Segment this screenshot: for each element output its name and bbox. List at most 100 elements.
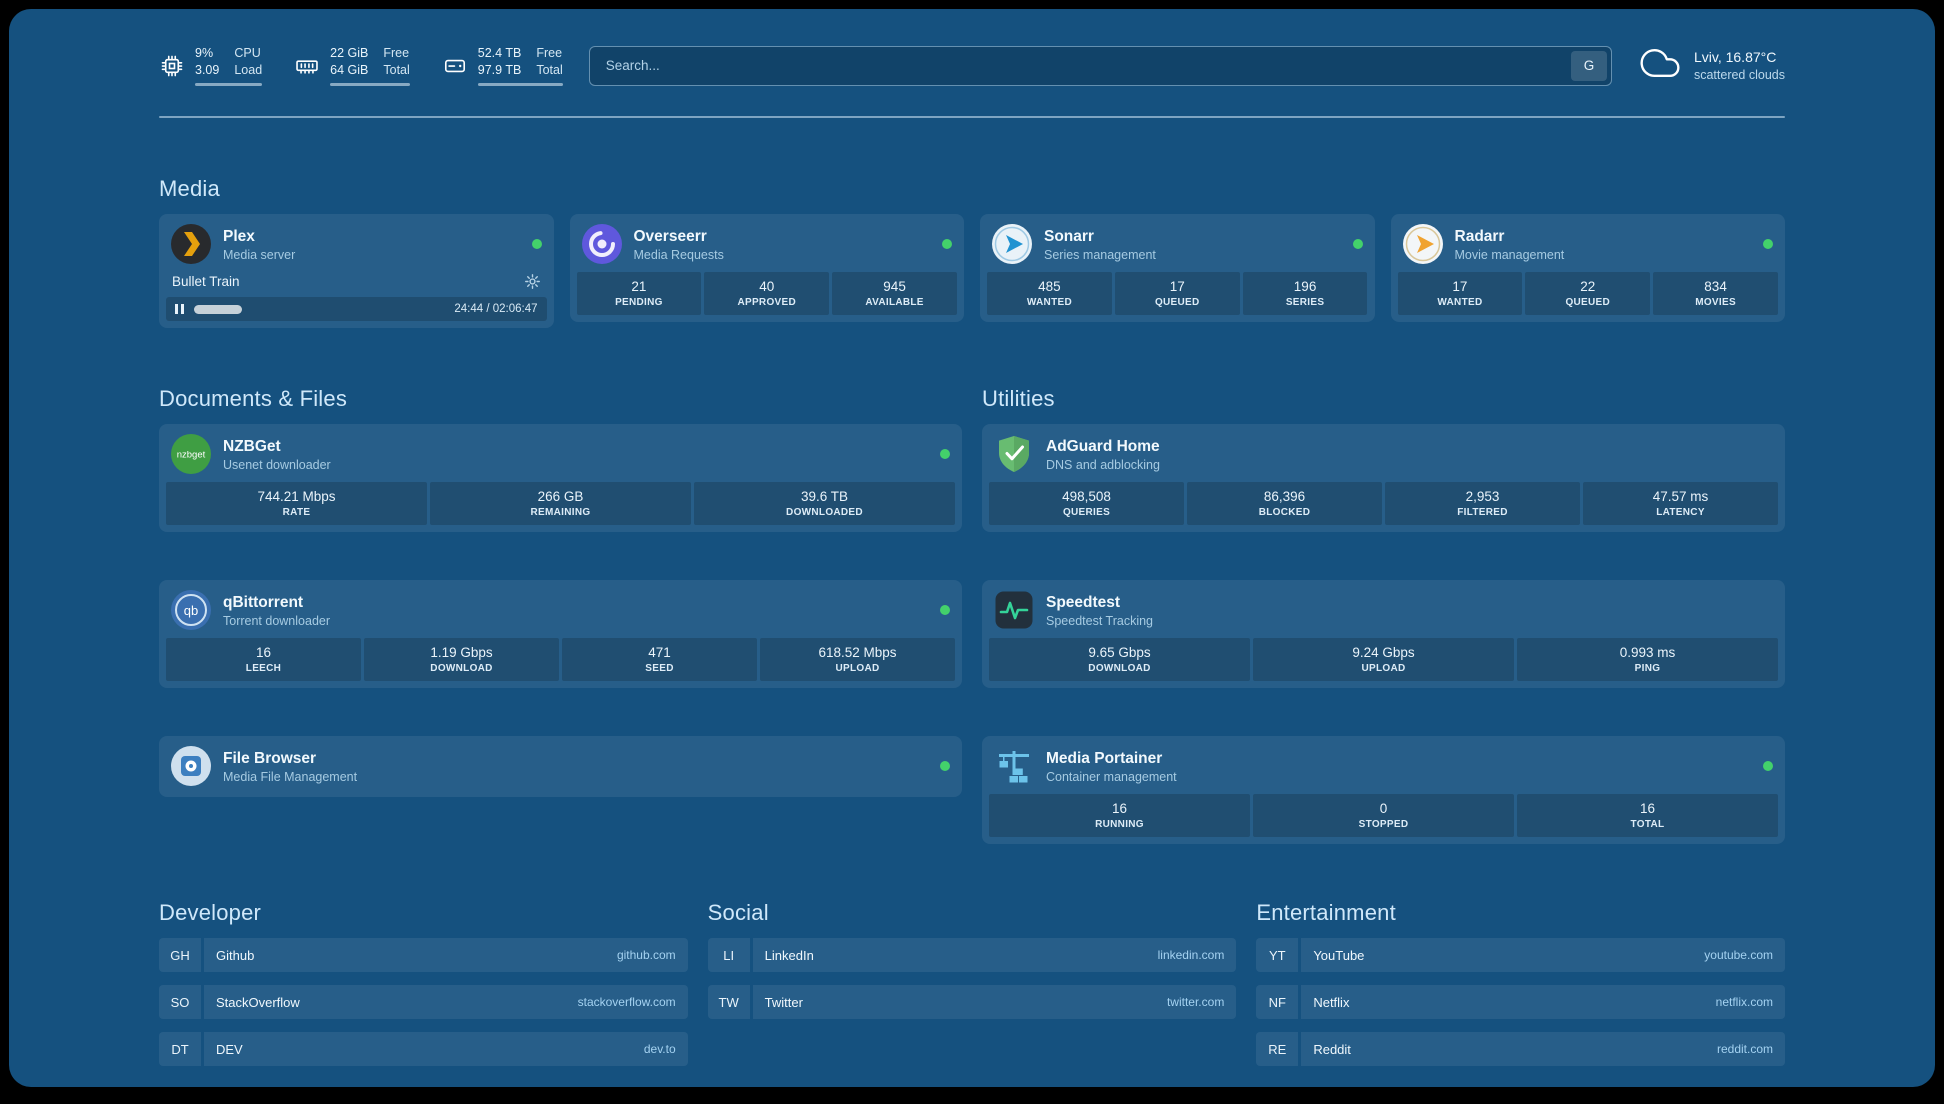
stat-tile: 40 APPROVED [704, 272, 830, 315]
bookmark-name: LinkedIn [764, 947, 814, 963]
bookmark-abbr: GH [159, 938, 201, 972]
disk-total-label: Total [536, 63, 563, 77]
status-dot [1763, 239, 1773, 249]
bookmark-reddit[interactable]: RE Reddit reddit.com [1256, 1032, 1785, 1066]
stat-value: 471 [648, 645, 671, 660]
dashboard-panel: 9% 3.09 CPU Load [9, 9, 1935, 1087]
service-subtitle: Series management [1044, 247, 1156, 262]
status-dot [1352, 239, 1363, 249]
qbittorrent-icon: qb [171, 590, 211, 630]
memory-total-label: Total [383, 63, 410, 77]
stat-value: 17 [1169, 279, 1185, 294]
bookmark-stackoverflow[interactable]: SO StackOverflow stackoverflow.com [159, 985, 688, 1019]
weather-location: Lviv, 16.87°C [1693, 48, 1777, 65]
search-provider-button[interactable]: G [1570, 50, 1607, 81]
speedtest-icon [994, 590, 1034, 630]
stat-value: 0 [1379, 801, 1388, 816]
bookmark-twitter[interactable]: TW Twitter twitter.com [707, 985, 1237, 1019]
playback-progress-track[interactable] [194, 304, 444, 314]
stat-label: STOPPED [1358, 819, 1409, 830]
group-title-developer: Developer [159, 900, 262, 925]
playback-progress-fill [194, 304, 242, 314]
service-card-adguard[interactable]: AdGuard Home DNS and adblocking 498,508 … [982, 424, 1785, 532]
stat-label: TOTAL [1630, 819, 1665, 830]
stat-tile: 47.57 ms LATENCY [1583, 482, 1778, 525]
stat-value: 2,953 [1465, 489, 1500, 504]
media-progress-bar[interactable]: 24:44 / 02:06:47 [166, 297, 547, 321]
search-input[interactable] [588, 45, 1612, 86]
group-title-entertainment: Entertainment [1256, 900, 1396, 925]
bookmark-domain: youtube.com [1704, 948, 1773, 962]
stat-tile: 16 RUNNING [989, 794, 1250, 837]
service-card-filebrowser[interactable]: File Browser Media File Management [159, 736, 962, 797]
disk-usage-bar [477, 83, 563, 86]
service-subtitle: Media File Management [223, 769, 358, 784]
stat-value: 945 [883, 279, 906, 294]
stat-tile: 196 SERIES [1242, 272, 1368, 315]
service-name: qBittorrent [223, 593, 304, 611]
stat-tile: 744.21 Mbps RATE [166, 482, 427, 525]
stat-label: QUEUED [1565, 297, 1611, 308]
stat-tile: 22 QUEUED [1525, 272, 1651, 315]
service-card-speedtest[interactable]: Speedtest Speedtest Tracking 9.65 Gbps D… [982, 580, 1785, 688]
bookmark-netflix[interactable]: NF Netflix netflix.com [1256, 985, 1785, 1019]
bookmark-dev[interactable]: DT DEV dev.to [159, 1032, 688, 1066]
bookmark-name: Netflix [1313, 994, 1350, 1010]
status-dot [942, 239, 952, 249]
stat-tile: 21 PENDING [576, 272, 702, 315]
stat-value: 498,508 [1062, 489, 1111, 504]
nzbget-icon: nzbget [171, 434, 211, 474]
service-card-qbittorrent[interactable]: qb qBittorrent Torrent downloader 16 LEE… [159, 580, 962, 688]
bookmark-group-entertainment: Entertainment YT YouTube youtube.com NF … [1256, 900, 1785, 1079]
stat-label: BLOCKED [1258, 507, 1311, 518]
stat-label: UPLOAD [835, 663, 880, 674]
bookmark-abbr: SO [159, 985, 201, 1019]
service-card-overseerr[interactable]: Overseerr Media Requests 21 PENDING 40 A… [569, 214, 964, 322]
disk-free-value: 52.4 TB [477, 46, 522, 60]
bookmark-youtube[interactable]: YT YouTube youtube.com [1256, 938, 1785, 972]
stat-label: PENDING [615, 297, 663, 308]
stat-value: 16 [1639, 801, 1656, 816]
stat-tile: 0 STOPPED [1253, 794, 1514, 837]
pause-icon[interactable] [175, 304, 184, 314]
stat-label: DOWNLOADED [786, 507, 863, 518]
service-card-plex[interactable]: Plex Media server Bullet Train 24:44 / 0… [159, 214, 554, 328]
stat-value: 16 [255, 645, 272, 660]
service-card-sonarr[interactable]: Sonarr Series management 485 WANTED 17 Q… [980, 214, 1375, 322]
stat-label: LEECH [245, 663, 282, 674]
memory-widget: 22 GiB 64 GiB Free Total [294, 45, 410, 86]
bookmark-domain: stackoverflow.com [577, 995, 676, 1009]
stat-label: RUNNING [1095, 819, 1144, 830]
filebrowser-icon [171, 746, 211, 786]
service-name: Overseerr [633, 227, 707, 245]
cloud-icon [1638, 41, 1682, 90]
bookmark-linkedin[interactable]: LI LinkedIn linkedin.com [707, 938, 1237, 972]
service-subtitle: DNS and adblocking [1046, 457, 1160, 472]
stat-label: LATENCY [1656, 507, 1705, 518]
stat-tile: 2,953 FILTERED [1385, 482, 1580, 525]
stat-label: WANTED [1026, 297, 1072, 308]
stat-value: 266 GB [537, 489, 584, 504]
service-card-radarr[interactable]: Radarr Movie management 17 WANTED 22 QUE… [1390, 214, 1785, 322]
weather-condition: scattered clouds [1693, 67, 1785, 82]
cpu-load-label: Load [234, 63, 263, 77]
service-name: File Browser [223, 749, 317, 767]
group-title-social: Social [707, 900, 769, 925]
gear-icon[interactable] [524, 273, 541, 290]
service-card-nzbget[interactable]: nzbget NZBGet Usenet downloader 744.21 M… [159, 424, 962, 532]
bookmark-github[interactable]: GH Github github.com [159, 938, 688, 972]
bookmark-name: StackOverflow [216, 994, 300, 1010]
weather-widget[interactable]: Lviv, 16.87°C scattered clouds [1638, 41, 1785, 90]
svg-text:qb: qb [184, 603, 198, 618]
cpu-usage-value: 9% [195, 46, 214, 60]
stat-value: 1.19 Gbps [430, 645, 493, 660]
service-subtitle: Container management [1046, 769, 1177, 784]
service-card-portainer[interactable]: Media Portainer Container management 16 … [982, 736, 1785, 844]
stat-tile: 485 WANTED [987, 272, 1112, 315]
bookmark-abbr: TW [707, 985, 750, 1019]
stat-tile: 945 AVAILABLE [832, 272, 957, 315]
stat-value: 22 [1580, 279, 1596, 294]
resource-widgets: 9% 3.09 CPU Load [159, 45, 563, 86]
overseerr-icon [581, 224, 622, 264]
service-subtitle: Speedtest Tracking [1046, 613, 1154, 628]
